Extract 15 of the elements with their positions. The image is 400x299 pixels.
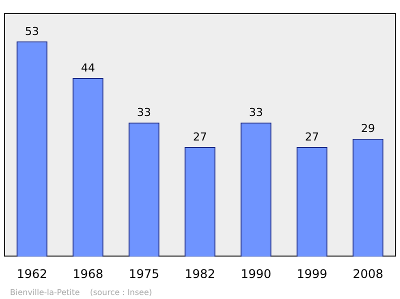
x-tick-label: 1999 bbox=[296, 266, 328, 281]
x-tick-label: 2008 bbox=[352, 266, 384, 281]
data-label: 33 bbox=[137, 106, 151, 119]
data-label: 33 bbox=[249, 106, 263, 119]
x-tick-label: 1962 bbox=[16, 266, 48, 281]
x-tick-label: 1982 bbox=[184, 266, 216, 281]
data-label: 53 bbox=[25, 24, 39, 38]
data-label: 29 bbox=[361, 122, 375, 136]
data-label: 44 bbox=[81, 61, 95, 74]
text: Bienville-la-Petite (source : Insee) bbox=[10, 288, 152, 297]
data-label: 27 bbox=[193, 130, 207, 144]
data-label: 27 bbox=[305, 130, 319, 144]
x-tick-label: 1975 bbox=[128, 266, 160, 281]
x-tick-label: 1968 bbox=[72, 266, 104, 281]
x-tick-label: 1990 bbox=[240, 266, 272, 281]
